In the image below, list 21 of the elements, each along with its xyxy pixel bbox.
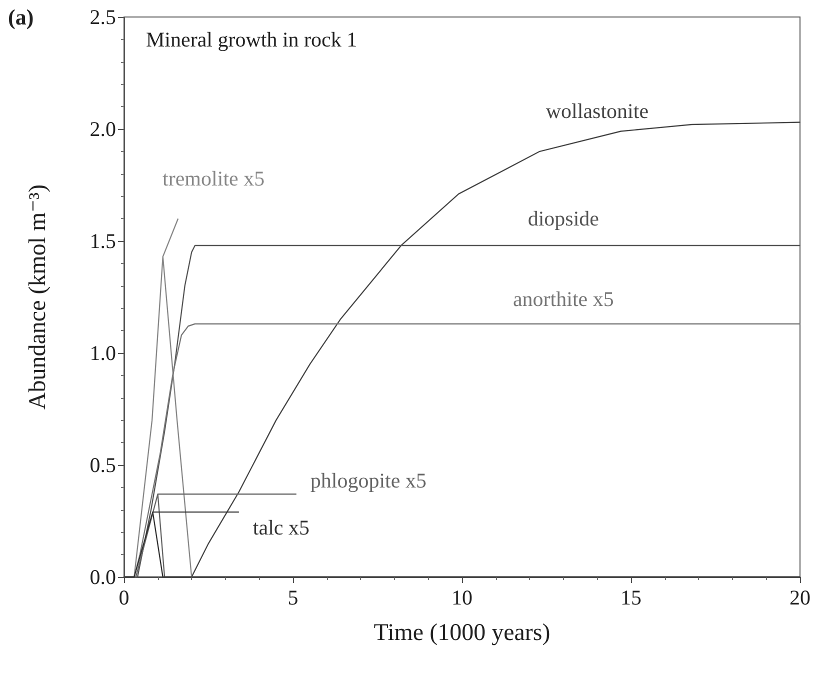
x-tick-label: 0	[118, 586, 130, 610]
y-tick-label: 2.0	[90, 117, 116, 141]
text: Mineral growth in rock 1	[146, 28, 358, 52]
series-label: wollastonite	[546, 99, 649, 124]
series-label: talc x5	[252, 516, 310, 540]
x-tick-label: 10	[452, 586, 472, 610]
y-tick-label: 1.5	[90, 229, 116, 253]
x-axis-title: Time (1000 years)	[374, 620, 550, 646]
y-tick-label: 2.5	[90, 5, 116, 29]
series-label: anorthite x5	[512, 287, 614, 312]
x-tick-label: 5	[288, 586, 298, 610]
text: phlogopite x5	[310, 468, 426, 493]
text: (a)	[8, 4, 34, 30]
y-axis-title: Abundance (kmol m⁻³)	[25, 184, 51, 410]
x-tick-label: 20	[790, 586, 810, 610]
text: tremolite x5	[162, 166, 265, 190]
series-label: diopside	[528, 206, 599, 231]
y-tick-label: 0.5	[90, 453, 116, 477]
y-tick-label: 0.0	[90, 565, 116, 589]
y-tick-label: 1.0	[90, 341, 116, 365]
x-tick-label: 15	[620, 586, 642, 610]
